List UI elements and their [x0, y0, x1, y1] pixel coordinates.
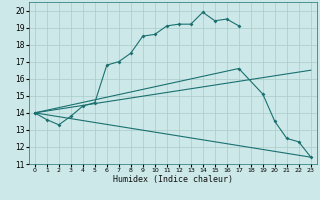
X-axis label: Humidex (Indice chaleur): Humidex (Indice chaleur)	[113, 175, 233, 184]
